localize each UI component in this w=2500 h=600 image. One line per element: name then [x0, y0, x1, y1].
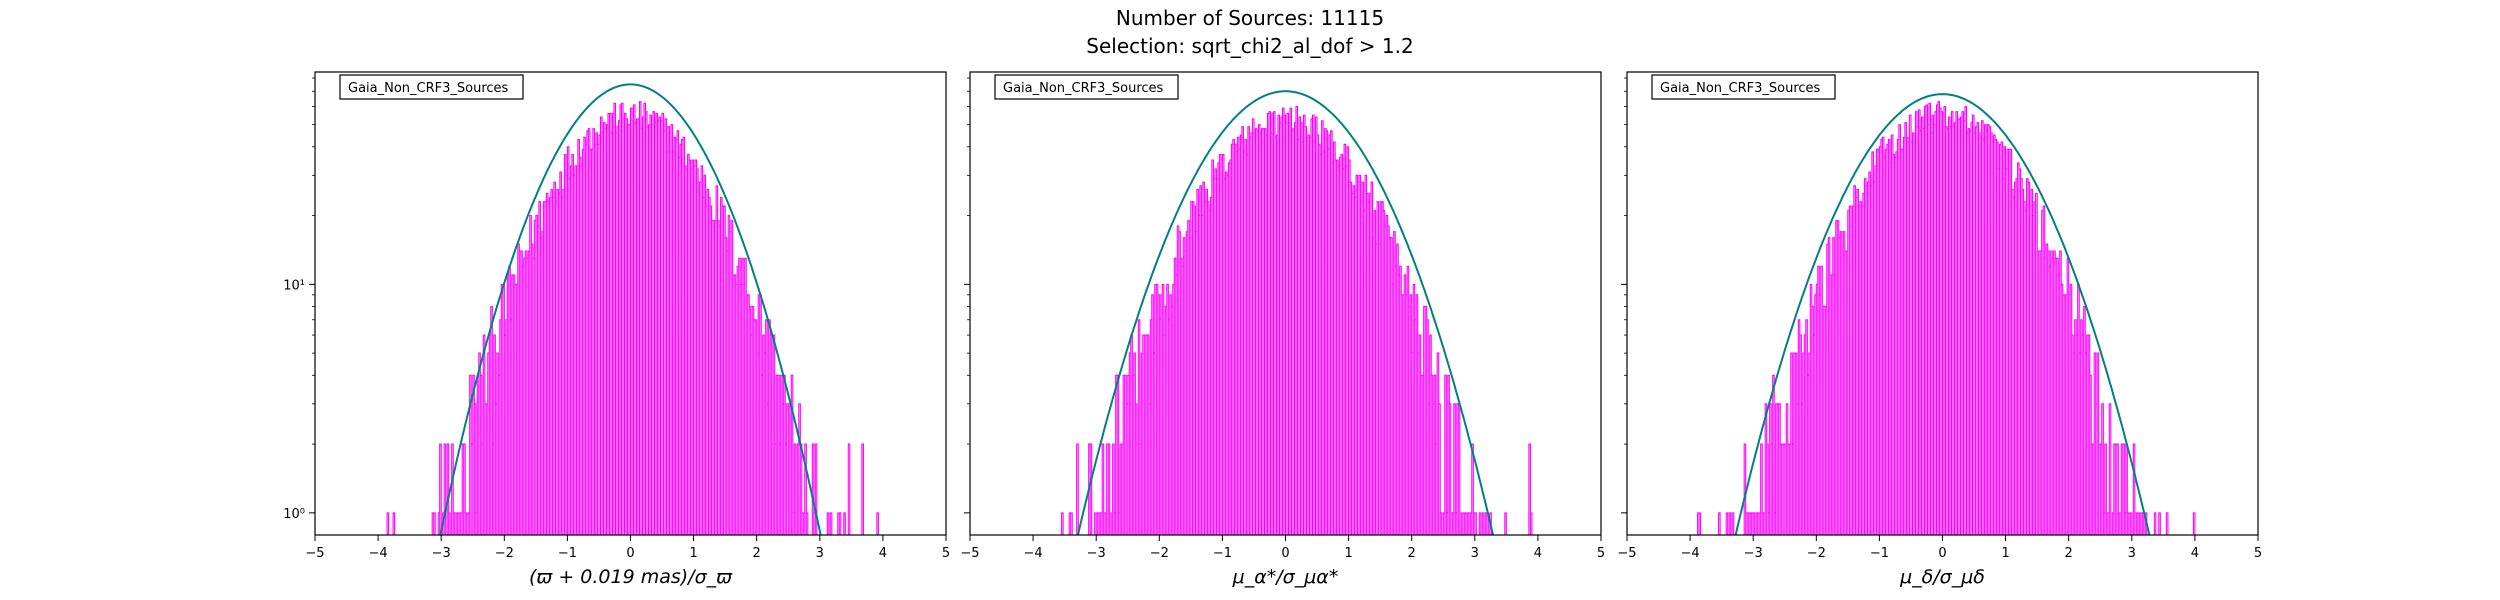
x-tick-label: 0	[1938, 546, 1946, 561]
x-tick-label: 1	[1344, 546, 1352, 561]
x-tick-label: 3	[2128, 546, 2136, 561]
panel-1: −5 −4 −3 −2 −1 0 1 2 3 4 5 10⁰ 10¹ (ϖ + 0.019 mas)/σ_…	[283, 71, 950, 588]
x-tick-label: 2	[1408, 546, 1416, 561]
x-tick-label: −1	[558, 546, 577, 561]
gaussian-fit-line	[439, 83, 822, 535]
histogram-series	[386, 101, 879, 535]
x-tick-label: −4	[1024, 546, 1043, 561]
legend-box	[339, 74, 524, 100]
x-tick-label: 5	[942, 546, 950, 561]
x-axis-label: (ϖ + 0.019 mas)/σ_ϖ	[529, 566, 733, 588]
y-tick-label: 10¹	[283, 278, 305, 293]
gaussian-fit-line	[1734, 93, 2151, 535]
x-tick-label: −4	[1681, 546, 1700, 561]
x-tick-label: −5	[1617, 546, 1636, 561]
x-tick-label: 2	[753, 546, 761, 561]
legend-box	[1651, 74, 1836, 100]
panel-3: −5 −4 −3 −2 −1 0 1 2 3 4 5 μ_δ/σ_μδ Gaia_Non_CRF3_So…	[1617, 71, 2262, 588]
x-tick-label: 4	[2191, 546, 2199, 561]
x-tick-label: 3	[1471, 546, 1479, 561]
x-tick-label: 5	[1597, 546, 1605, 561]
gaussian-fit-line	[1076, 90, 1495, 535]
chart-title: Number of Sources: 11115	[1115, 6, 1385, 30]
x-tick-label: −2	[1807, 546, 1826, 561]
x-tick-label: 1	[689, 546, 697, 561]
x-tick-label: −3	[1744, 546, 1763, 561]
x-tick-label: 4	[1534, 546, 1542, 561]
x-tick-label: −5	[960, 546, 979, 561]
panel-2: −5 −4 −3 −2 −1 0 1 2 3 4 5 μ_α*/σ_μα* Gaia_Non_CRF3_…	[960, 71, 1605, 588]
x-tick-label: −1	[1213, 546, 1232, 561]
x-axis-label: μ_δ/σ_μδ	[1899, 566, 1985, 588]
x-tick-label: 2	[2065, 546, 2073, 561]
x-tick-label: 4	[879, 546, 887, 561]
x-axis-label: μ_α*/σ_μα*	[1232, 566, 1339, 588]
chart-subtitle: Selection: sqrt_chi2_al_dof > 1.2	[1086, 34, 1414, 58]
histogram-series	[1061, 106, 1533, 535]
legend-label: Gaia_Non_CRF3_Sources	[1003, 81, 1164, 96]
y-tick-label: 10⁰	[283, 507, 305, 522]
x-tick-label: −4	[369, 546, 388, 561]
x-tick-label: 3	[816, 546, 824, 561]
x-tick-label: −3	[1087, 546, 1106, 561]
histogram-series	[1697, 101, 2196, 535]
legend-label: Gaia_Non_CRF3_Sources	[1660, 81, 1821, 96]
legend-box	[994, 74, 1179, 100]
legend-label: Gaia_Non_CRF3_Sources	[348, 81, 509, 96]
x-tick-label: −2	[1150, 546, 1169, 561]
x-tick-label: 0	[1281, 546, 1289, 561]
x-tick-label: −1	[1870, 546, 1889, 561]
x-tick-label: −3	[432, 546, 451, 561]
x-tick-label: −5	[305, 546, 324, 561]
x-tick-label: −2	[495, 546, 514, 561]
x-tick-label: 0	[626, 546, 634, 561]
x-tick-label: 5	[2254, 546, 2262, 561]
x-tick-label: 1	[2001, 546, 2009, 561]
